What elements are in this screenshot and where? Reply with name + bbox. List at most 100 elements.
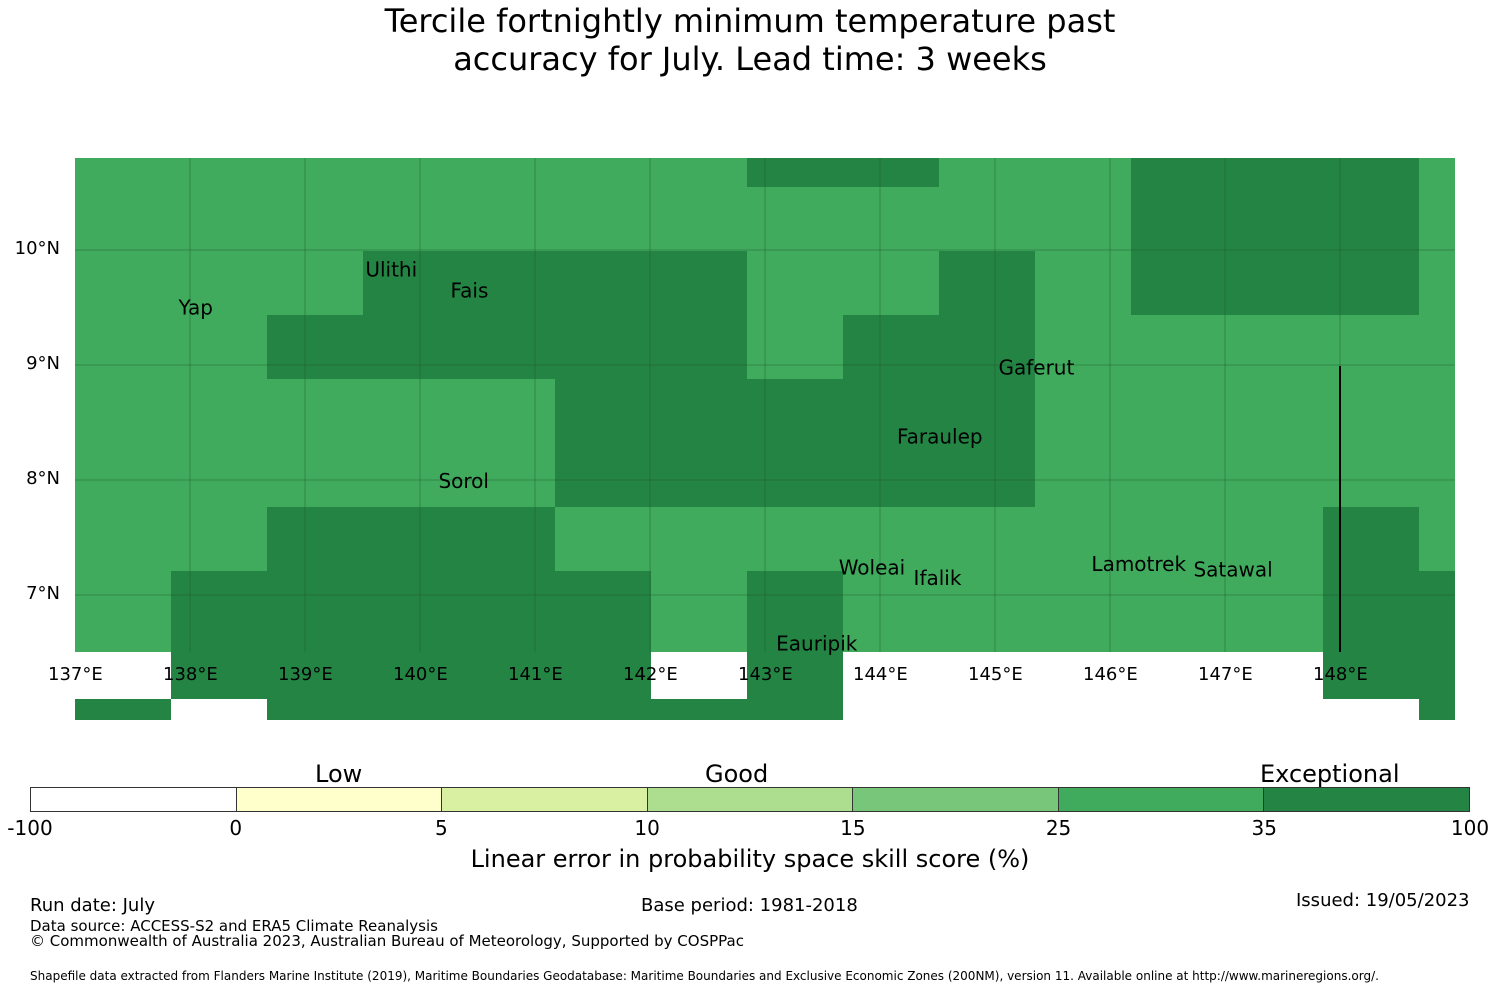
- skill-cell: [1227, 158, 1323, 187]
- skill-cell: [843, 158, 939, 187]
- title-line-1: Tercile fortnightly minimum temperature …: [384, 2, 1116, 40]
- skill-map: Yap Ulithi Fais Gaferut Faraulep Sorol Woleai I…: [75, 158, 1455, 720]
- category-good: Good: [705, 760, 769, 788]
- skill-cell: [267, 507, 363, 571]
- skill-cell: [843, 379, 939, 443]
- skill-cell: [1323, 571, 1419, 635]
- skill-cell: [555, 571, 651, 635]
- skill-cell: [363, 251, 459, 315]
- skill-cell: [1419, 571, 1455, 635]
- skill-cell: [459, 251, 555, 315]
- place-label: Ulithi: [365, 258, 417, 282]
- lon-label: 147°E: [1198, 664, 1253, 685]
- skill-cell: [171, 635, 267, 699]
- skill-cell: [747, 699, 843, 720]
- colorbar-swatch: [31, 788, 237, 811]
- skill-cell: [939, 315, 1035, 379]
- skill-cell: [651, 315, 747, 379]
- lat-label: 7°N: [26, 583, 60, 604]
- lon-label: 138°E: [163, 664, 218, 685]
- skill-cells: [75, 158, 1455, 720]
- skill-cell: [363, 571, 459, 635]
- data-source: Data source: ACCESS-S2 and ERA5 Climate …: [30, 917, 438, 935]
- place-label: Yap: [178, 296, 213, 320]
- colorbar-tick: 15: [840, 816, 866, 840]
- skill-cell: [1227, 187, 1323, 251]
- run-date: Run date: July: [30, 895, 155, 916]
- colorbar-swatch: [1264, 788, 1470, 811]
- place-label: Fais: [450, 278, 488, 302]
- colorbar-swatch: [236, 788, 443, 811]
- shapefile-credit: Shapefile data extracted from Flanders M…: [30, 969, 1379, 983]
- colorbar-tick: 25: [1045, 816, 1072, 840]
- skill-cell: [1131, 158, 1227, 187]
- title-line-2: accuracy for July. Lead time: 3 weeks: [453, 40, 1047, 78]
- lat-label: 9°N: [26, 353, 60, 374]
- skill-cell: [1323, 158, 1419, 187]
- skill-cell: [1323, 187, 1419, 251]
- skill-cell: [555, 379, 651, 443]
- colorbar-swatch: [647, 788, 854, 811]
- colorbar-swatch: [853, 788, 1059, 811]
- skill-cell: [267, 699, 363, 720]
- skill-cell: [651, 699, 747, 720]
- skill-cell: [75, 699, 171, 720]
- skill-cell: [267, 571, 363, 635]
- place-label: Eauripik: [776, 631, 858, 655]
- colorbar-tick: 10: [634, 816, 660, 840]
- skill-cell: [1323, 507, 1419, 571]
- lon-label: 143°E: [738, 664, 793, 685]
- category-exceptional: Exceptional: [1260, 760, 1400, 788]
- base-period: Base period: 1981-2018: [641, 895, 858, 916]
- skill-cell: [363, 635, 459, 699]
- lon-label: 142°E: [623, 664, 678, 685]
- skill-cell: [1323, 251, 1419, 315]
- skill-cell: [363, 315, 459, 379]
- skill-cell: [459, 699, 555, 720]
- skill-cell: [747, 635, 843, 699]
- skill-cell: [1227, 251, 1323, 315]
- issued-date: Issued: 19/05/2023: [1296, 890, 1470, 911]
- colorbar-swatch: [442, 788, 648, 811]
- place-label: Woleai: [839, 555, 906, 579]
- colorbar-label: Linear error in probability space skill …: [470, 845, 1030, 873]
- copyright: © Commonwealth of Australia 2023, Austra…: [30, 932, 744, 950]
- place-label: Satawal: [1193, 558, 1272, 582]
- skill-cell: [1131, 187, 1227, 251]
- lat-label: 8°N: [26, 468, 60, 489]
- place-label: Ifalik: [914, 566, 962, 590]
- skill-cell: [459, 635, 555, 699]
- skill-cell: [651, 379, 747, 443]
- colorbar-tick: 5: [435, 816, 448, 840]
- skill-cell: [939, 379, 1035, 443]
- skill-cell: [555, 443, 651, 507]
- place-label: Faraulep: [897, 424, 983, 448]
- skill-cell: [939, 251, 1035, 315]
- lon-label: 140°E: [393, 664, 448, 685]
- skill-cell: [747, 571, 843, 635]
- lon-label: 144°E: [853, 664, 908, 685]
- map-title: Tercile fortnightly minimum temperature …: [0, 2, 1500, 78]
- skill-cell: [363, 699, 459, 720]
- skill-cell: [555, 315, 651, 379]
- skill-cell: [555, 635, 651, 699]
- colorbar-tick: 100: [1450, 816, 1490, 840]
- lon-label: 137°E: [48, 664, 103, 685]
- lon-label: 139°E: [278, 664, 333, 685]
- place-label: Lamotrek: [1091, 552, 1186, 576]
- lon-label: 141°E: [508, 664, 563, 685]
- skill-cell: [1419, 699, 1455, 720]
- skill-cell: [747, 158, 843, 187]
- skill-cell: [843, 315, 939, 379]
- colorbar-swatch: [1058, 788, 1265, 811]
- colorbar-tick: -100: [7, 816, 53, 840]
- skill-cell: [747, 443, 843, 507]
- lon-label: 148°E: [1313, 664, 1368, 685]
- place-label: Gaferut: [998, 355, 1074, 379]
- skill-cell: [267, 315, 363, 379]
- skill-cell: [843, 443, 939, 507]
- skill-cell: [267, 635, 363, 699]
- lon-label: 146°E: [1083, 664, 1138, 685]
- skill-cell: [747, 379, 843, 443]
- skill-cell: [651, 443, 747, 507]
